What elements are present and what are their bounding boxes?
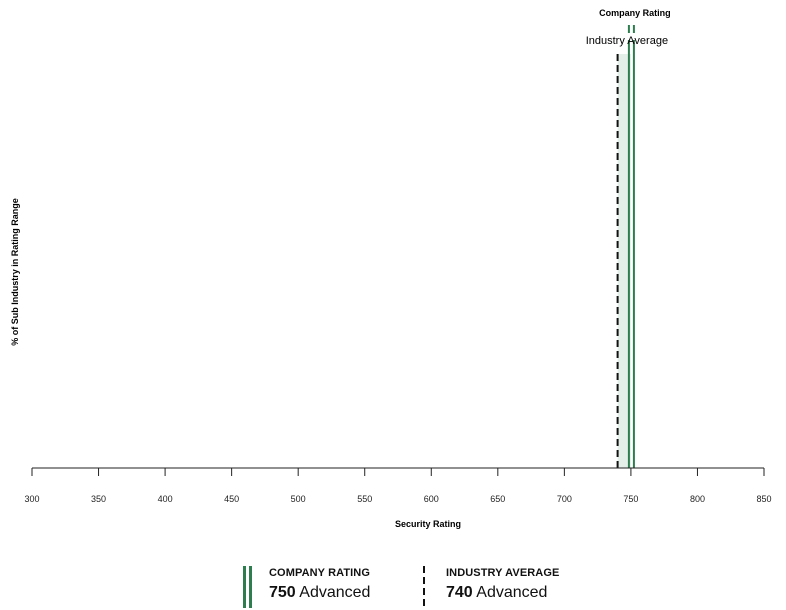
x-tick-label: 450 (224, 494, 239, 504)
x-tick-label: 300 (24, 494, 39, 504)
x-tick-label: 650 (490, 494, 505, 504)
legend-industry-text: Advanced (476, 584, 548, 601)
x-tick-label: 850 (756, 494, 771, 504)
legend-company-text: Advanced (299, 584, 371, 601)
y-axis-title: % of Sub Industry in Rating Range (10, 198, 20, 346)
rating-gap-band (617, 54, 631, 468)
legend-industry-value: 740 (446, 584, 473, 601)
x-tick-label: 600 (424, 494, 439, 504)
x-tick-label: 800 (690, 494, 705, 504)
x-tick-label: 550 (357, 494, 372, 504)
industry-average-label: Industry Average (586, 35, 668, 47)
x-tick-label: 350 (91, 494, 106, 504)
legend-company-title: COMPANY RATING (269, 567, 371, 579)
legend-company-rating: COMPANY RATING 750 Advanced (243, 566, 370, 608)
legend-industry-average: INDUSTRY AVERAGE 740 Advanced (420, 566, 559, 608)
x-axis-title: Security Rating (395, 519, 461, 529)
legend-company-value: 750 (269, 584, 296, 601)
x-axis-ticks: 300 350 400 450 500 550 600 650 700 750 800 850 (24, 468, 772, 504)
x-tick-label: 400 (158, 494, 173, 504)
company-rating-label: Company Rating (599, 8, 671, 18)
industry-average-swatch (420, 566, 430, 608)
x-tick-label: 700 (557, 494, 572, 504)
legend-industry-title: INDUSTRY AVERAGE (446, 567, 560, 579)
x-tick-label: 500 (291, 494, 306, 504)
x-tick-label: 750 (623, 494, 638, 504)
rating-distribution-chart: Company Rating Industry Average 300 350 40… (10, 8, 772, 529)
company-rating-swatch (243, 566, 253, 608)
